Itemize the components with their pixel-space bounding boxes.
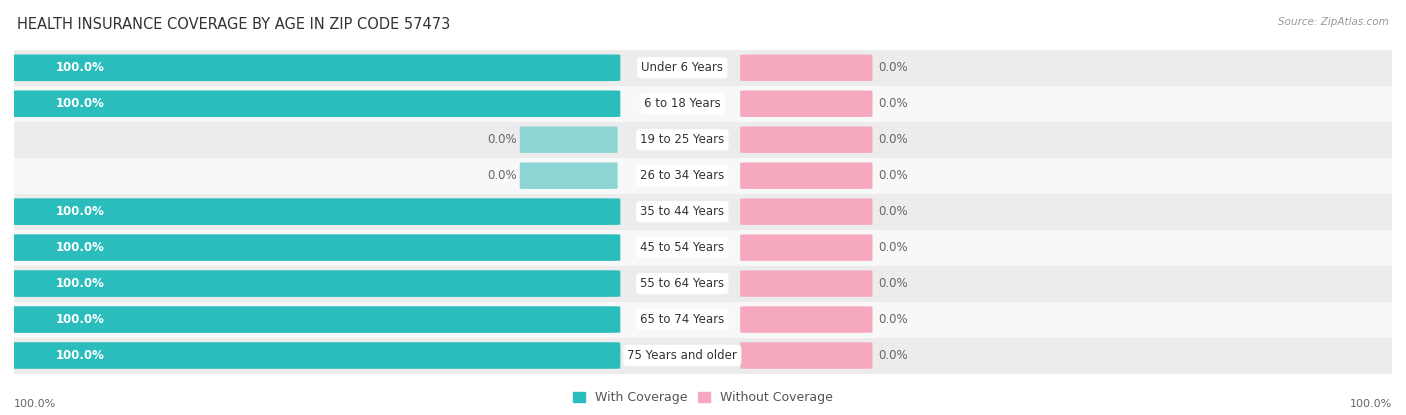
FancyBboxPatch shape [740,127,873,153]
Text: 0.0%: 0.0% [877,277,908,290]
Text: 45 to 54 Years: 45 to 54 Years [640,241,724,254]
Bar [14,50,1392,86]
Bar [14,229,1392,266]
Bar [14,86,1392,122]
FancyBboxPatch shape [740,234,873,261]
FancyBboxPatch shape [740,54,873,81]
Text: 100.0%: 100.0% [55,61,104,74]
Bar [14,158,1392,194]
Text: 0.0%: 0.0% [877,97,908,110]
Text: HEALTH INSURANCE COVERAGE BY AGE IN ZIP CODE 57473: HEALTH INSURANCE COVERAGE BY AGE IN ZIP … [17,17,450,32]
Text: 35 to 44 Years: 35 to 44 Years [640,205,724,218]
Text: 65 to 74 Years: 65 to 74 Years [640,313,724,326]
Bar [14,266,1392,302]
FancyBboxPatch shape [740,198,873,225]
FancyBboxPatch shape [7,234,620,261]
FancyBboxPatch shape [7,198,620,225]
FancyBboxPatch shape [7,306,620,333]
FancyBboxPatch shape [740,270,873,297]
Legend: With Coverage, Without Coverage: With Coverage, Without Coverage [568,386,838,409]
Text: 0.0%: 0.0% [488,169,517,182]
FancyBboxPatch shape [7,54,620,81]
Text: 0.0%: 0.0% [877,241,908,254]
Text: 100.0%: 100.0% [55,313,104,326]
Text: 100.0%: 100.0% [55,205,104,218]
FancyBboxPatch shape [520,127,617,153]
Text: 0.0%: 0.0% [488,133,517,146]
Text: Under 6 Years: Under 6 Years [641,61,723,74]
Text: 0.0%: 0.0% [877,61,908,74]
Text: 100.0%: 100.0% [55,349,104,362]
Text: 100.0%: 100.0% [55,277,104,290]
Text: 0.0%: 0.0% [877,169,908,182]
Bar [14,302,1392,337]
FancyBboxPatch shape [740,342,873,369]
Text: 0.0%: 0.0% [877,133,908,146]
Bar [14,122,1392,158]
Text: Source: ZipAtlas.com: Source: ZipAtlas.com [1278,17,1389,27]
Bar [14,194,1392,229]
FancyBboxPatch shape [740,162,873,189]
Text: 6 to 18 Years: 6 to 18 Years [644,97,721,110]
FancyBboxPatch shape [740,90,873,117]
Text: 100.0%: 100.0% [1350,399,1392,409]
FancyBboxPatch shape [7,90,620,117]
FancyBboxPatch shape [7,270,620,297]
Text: 26 to 34 Years: 26 to 34 Years [640,169,724,182]
Text: 100.0%: 100.0% [55,97,104,110]
Text: 55 to 64 Years: 55 to 64 Years [640,277,724,290]
Text: 0.0%: 0.0% [877,313,908,326]
FancyBboxPatch shape [740,306,873,333]
Text: 100.0%: 100.0% [55,241,104,254]
FancyBboxPatch shape [520,162,617,189]
Text: 100.0%: 100.0% [14,399,56,409]
Text: 75 Years and older: 75 Years and older [627,349,737,362]
FancyBboxPatch shape [7,342,620,369]
Text: 0.0%: 0.0% [877,205,908,218]
Text: 19 to 25 Years: 19 to 25 Years [640,133,724,146]
Text: 0.0%: 0.0% [877,349,908,362]
Bar [14,337,1392,374]
